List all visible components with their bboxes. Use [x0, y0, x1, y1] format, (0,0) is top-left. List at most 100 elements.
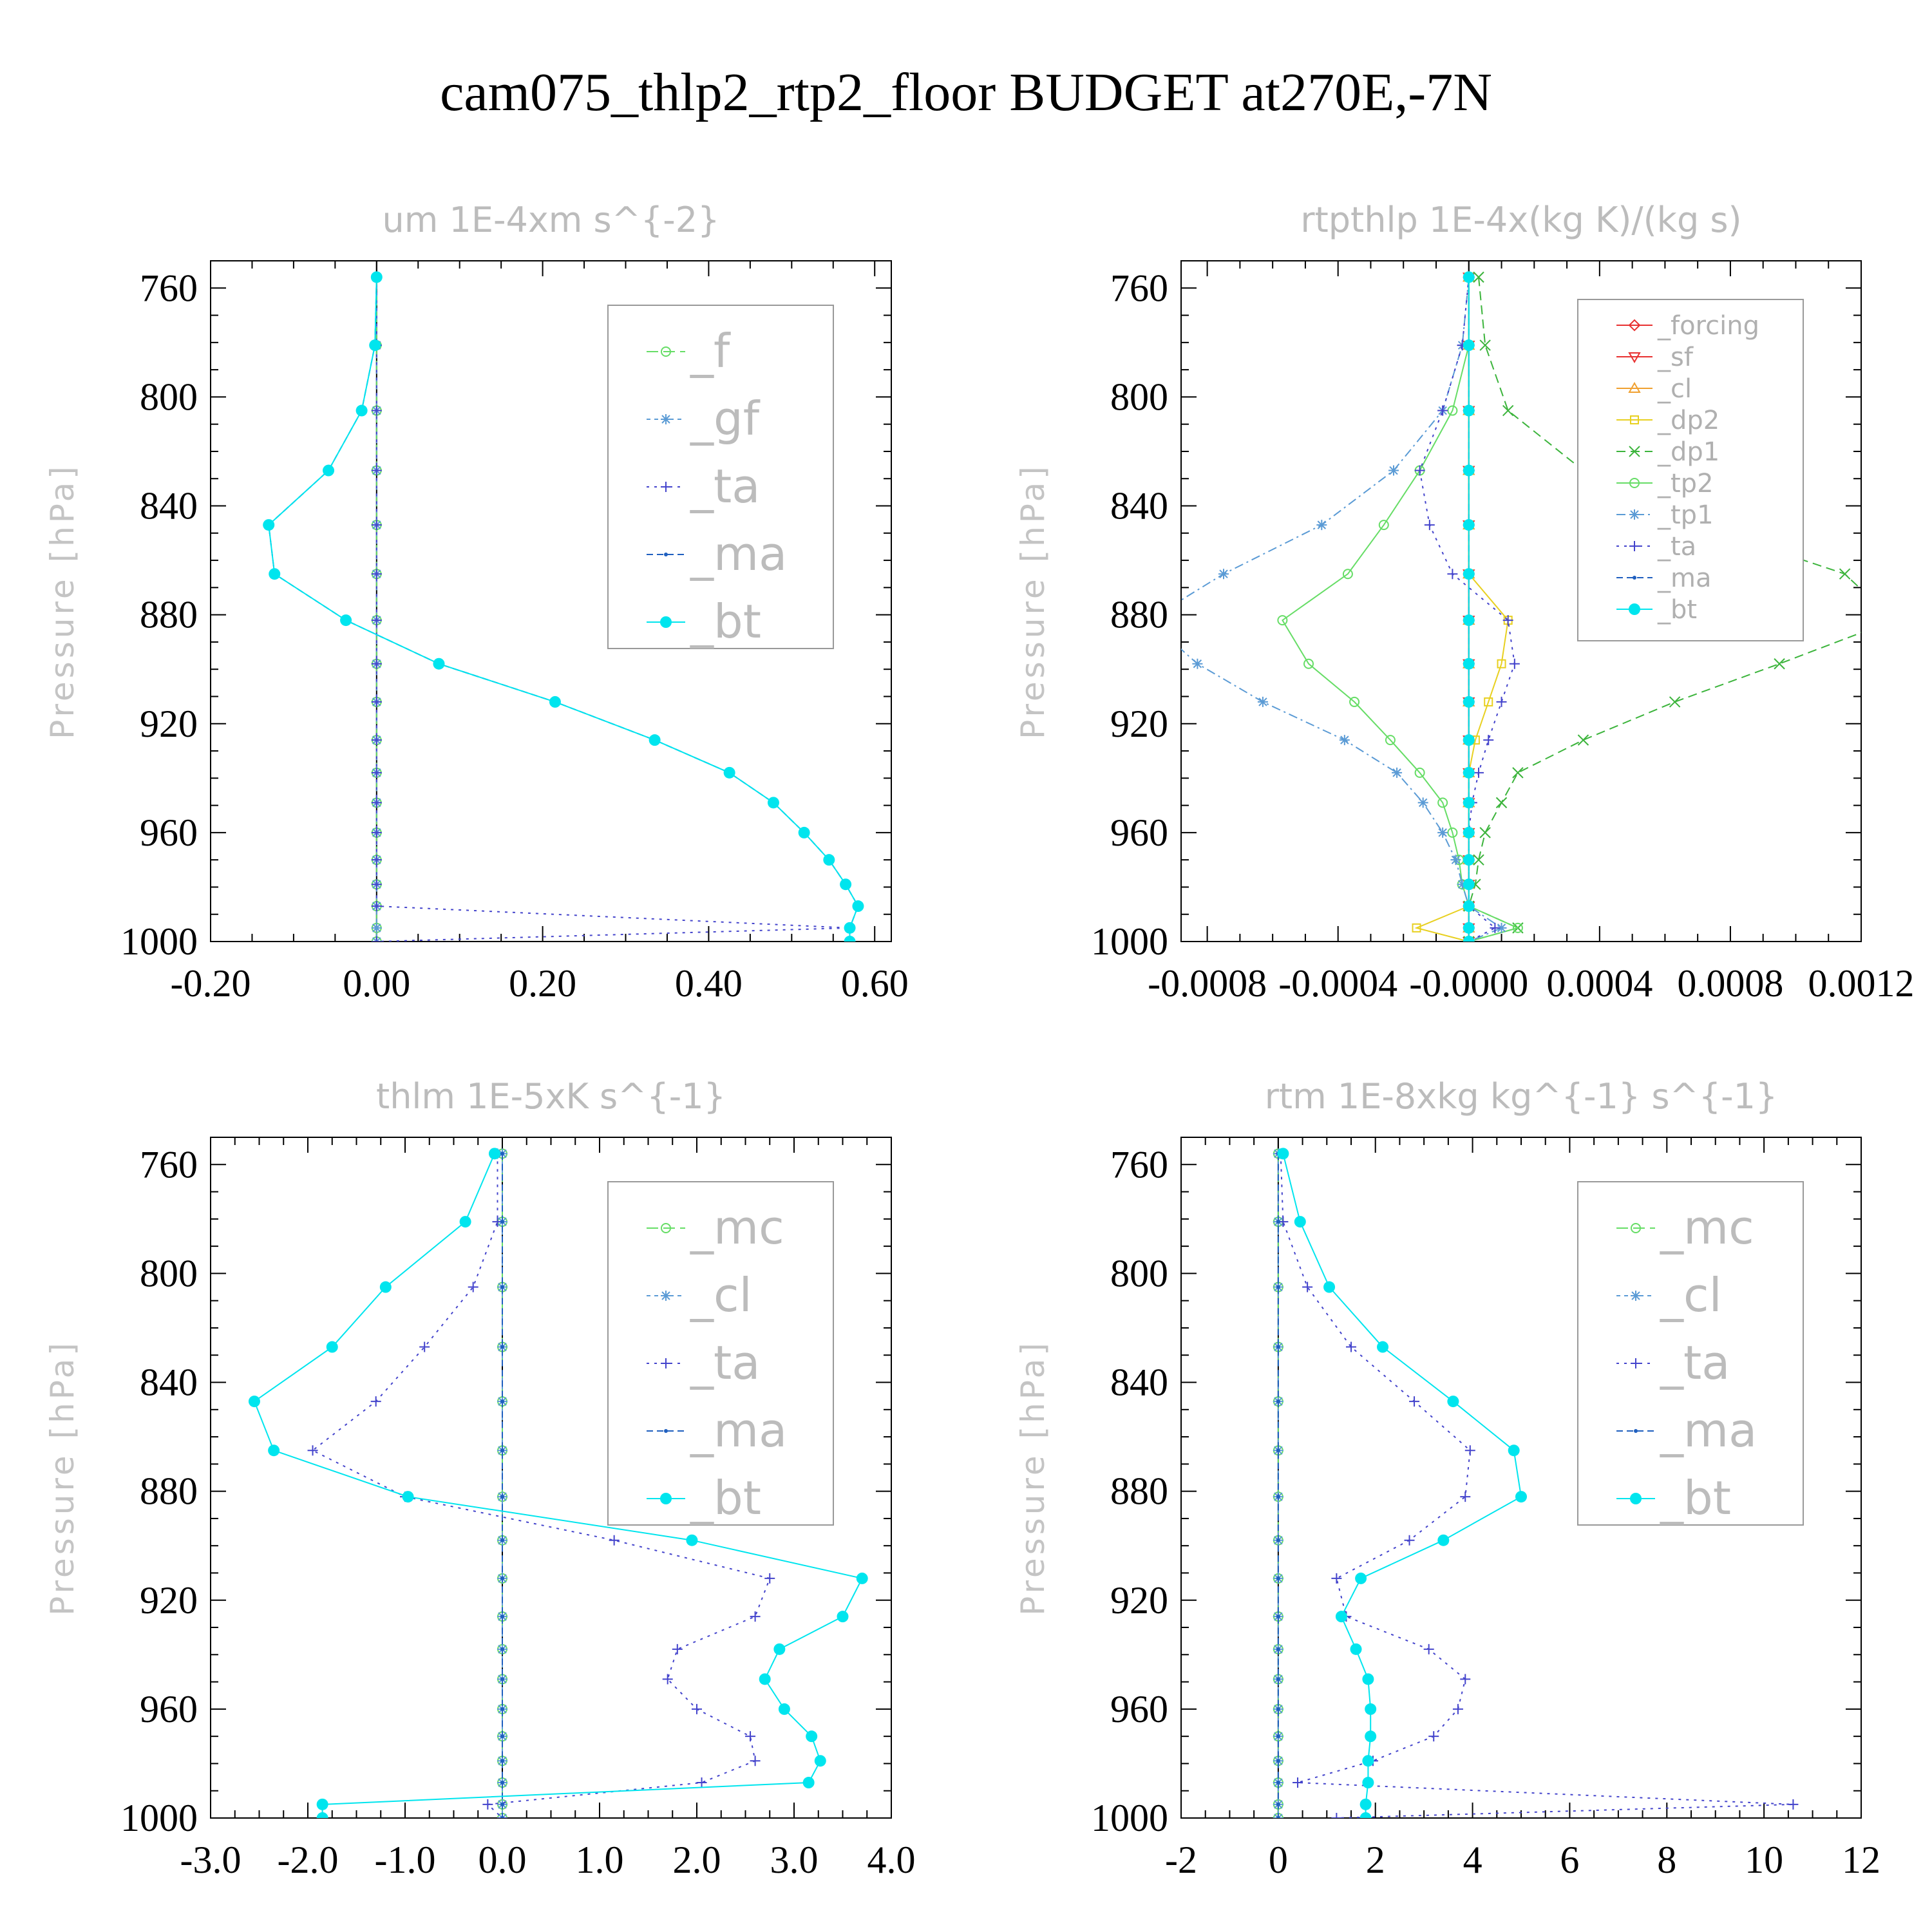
data-point — [1502, 615, 1513, 626]
legend-entry: _ma — [690, 527, 787, 581]
data-point — [1365, 1730, 1377, 1743]
data-point — [371, 901, 382, 912]
data-point — [371, 520, 382, 531]
y-tick-label: 880 — [140, 1470, 198, 1513]
legend-box — [607, 305, 834, 649]
x-tick-label: 3.0 — [770, 1839, 819, 1881]
legend-entry: _f — [690, 324, 731, 378]
data-point — [1192, 658, 1203, 669]
legend-entry: _ta — [1657, 532, 1696, 562]
legend-entry: _sf — [1657, 343, 1694, 372]
data-point — [1276, 1220, 1280, 1224]
legend-marker — [661, 1223, 671, 1233]
data-point — [323, 464, 335, 477]
legend-marker — [661, 1358, 671, 1368]
data-point — [1447, 1396, 1459, 1408]
legend-entry: _bt — [1660, 1471, 1731, 1525]
data-point — [371, 405, 382, 416]
data-point — [1463, 696, 1475, 708]
legend: _f _gf _ta _ma _bt — [607, 305, 834, 649]
data-point — [1839, 568, 1851, 580]
data-point — [371, 735, 382, 746]
x-tick-label: 0.0 — [478, 1839, 527, 1881]
legend-box — [607, 1181, 834, 1526]
data-point — [459, 1216, 471, 1228]
data-point — [1437, 827, 1448, 838]
panel-title: rtpthlp 1E-4x(kg K)/(kg s) — [1300, 200, 1741, 240]
data-point — [1437, 1534, 1450, 1546]
data-point — [370, 1396, 381, 1407]
legend-marker — [1631, 1358, 1641, 1368]
x-tick-label: 2 — [1366, 1839, 1385, 1881]
y-tick-label: 960 — [140, 1688, 198, 1730]
data-point — [1463, 854, 1475, 866]
data-point — [823, 854, 835, 866]
data-point — [1463, 734, 1475, 746]
data-point — [1577, 734, 1589, 746]
data-point — [798, 826, 810, 838]
data-point — [1277, 1148, 1289, 1160]
data-point — [500, 1285, 504, 1289]
x-tick-label: -0.0008 — [1148, 962, 1267, 1005]
data-point — [1463, 878, 1475, 891]
data-point — [1276, 1615, 1280, 1619]
series-line-ta — [1280, 1153, 1794, 1818]
legend-entry: _ma — [1660, 1403, 1757, 1457]
x-tick-label: -1.0 — [375, 1839, 436, 1881]
legend-entry: _tp1 — [1657, 500, 1714, 530]
x-tick-label: 4 — [1463, 1839, 1482, 1881]
data-point — [1346, 1341, 1356, 1352]
y-axis-label: Pressure [hPa] — [44, 463, 81, 739]
data-point — [500, 1734, 504, 1739]
legend-entry: _ta — [690, 1336, 760, 1390]
x-tick-label: 10 — [1745, 1839, 1783, 1881]
data-point — [750, 1756, 761, 1766]
x-tick-label: 12 — [1842, 1839, 1880, 1881]
data-point — [1473, 271, 1484, 283]
x-tick-label: 4.0 — [867, 1839, 916, 1881]
data-point — [802, 1777, 815, 1789]
data-point — [1463, 271, 1475, 283]
data-point — [1512, 767, 1524, 779]
data-point — [307, 1445, 318, 1456]
data-point — [1463, 404, 1475, 417]
data-point — [500, 1647, 504, 1651]
data-point — [1463, 339, 1475, 352]
data-point — [371, 879, 382, 890]
data-point — [1450, 855, 1461, 866]
data-point — [371, 658, 382, 669]
legend-marker — [1630, 1493, 1642, 1504]
data-point — [852, 900, 864, 913]
data-point — [1293, 1777, 1303, 1788]
series-group — [1273, 1148, 1799, 1818]
data-point — [1276, 1448, 1280, 1453]
data-point — [686, 1534, 698, 1546]
series-group — [1181, 270, 1861, 942]
data-point — [1388, 465, 1399, 476]
data-point — [1257, 696, 1268, 707]
x-tick-label: 0.60 — [841, 962, 909, 1005]
data-point — [371, 767, 382, 778]
x-tick-label: 0.0008 — [1677, 962, 1783, 1005]
data-point — [355, 404, 368, 417]
legend-marker — [1631, 1223, 1641, 1233]
panel-3: thlm 1E-5xK s^{-1} Pressure [hPa] 760 800 84… — [44, 1076, 916, 1881]
data-point — [844, 936, 856, 942]
data-point — [1303, 658, 1314, 669]
y-tick-label: 800 — [1110, 375, 1168, 418]
data-point — [369, 339, 381, 352]
data-point — [844, 922, 856, 934]
data-point — [500, 1615, 504, 1619]
y-tick-label: 1000 — [1091, 920, 1168, 963]
data-point — [1417, 797, 1428, 808]
x-tick-label: -2 — [1165, 1839, 1197, 1881]
legend-box — [1577, 1181, 1804, 1526]
data-point — [500, 1802, 504, 1806]
data-point — [1669, 696, 1681, 708]
data-point — [500, 1576, 504, 1580]
x-tick-label: 6 — [1560, 1839, 1579, 1881]
y-tick-label: 760 — [1110, 1143, 1168, 1186]
data-point — [750, 1611, 761, 1622]
data-point — [672, 1643, 683, 1654]
